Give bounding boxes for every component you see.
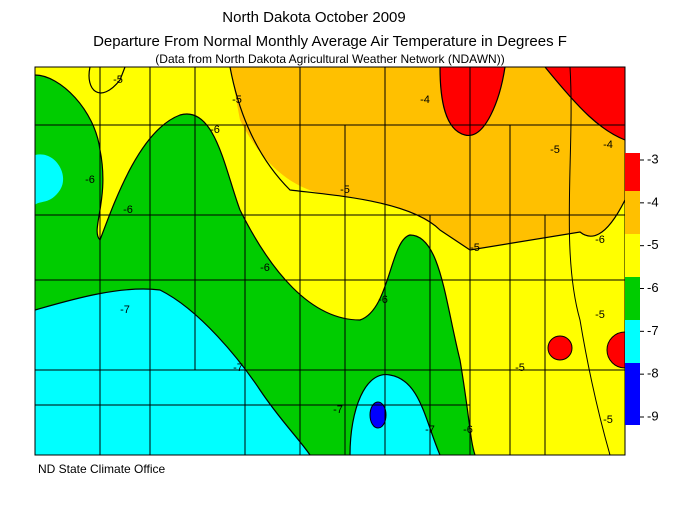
contour-label: -5 xyxy=(232,94,242,106)
contour-label: -5 xyxy=(515,362,525,374)
contour xyxy=(35,288,311,455)
legend-label: -6 xyxy=(647,280,659,295)
contour-label: -5 xyxy=(113,74,123,86)
legend-band xyxy=(625,320,640,363)
zone-minus-6 xyxy=(35,75,475,455)
zone-minus-8 xyxy=(369,401,387,429)
legend-band xyxy=(625,234,640,277)
legend-band xyxy=(625,153,640,191)
subtitle: Departure From Normal Monthly Average Ai… xyxy=(93,33,567,50)
contour-label: -5 xyxy=(603,414,613,426)
legend xyxy=(625,153,640,425)
contour-label: -6 xyxy=(595,234,605,246)
legend-label: -4 xyxy=(647,194,659,209)
zone-minus-3 xyxy=(606,331,625,369)
contour-label: -7 xyxy=(333,404,343,416)
legend-label: -9 xyxy=(647,408,659,423)
contour xyxy=(544,67,625,141)
contour-label: -6 xyxy=(378,294,388,306)
contour xyxy=(439,67,506,136)
zone-minus-3 xyxy=(547,335,573,361)
contour xyxy=(229,67,625,251)
title: North Dakota October 2009 xyxy=(222,9,405,26)
legend-band xyxy=(625,277,640,320)
contour-label: -5 xyxy=(340,184,350,196)
contour xyxy=(349,374,441,455)
contour-label: -4 xyxy=(603,139,613,151)
contour-label: -6 xyxy=(210,124,220,136)
contour-label: -5 xyxy=(550,144,560,156)
legend-label: -5 xyxy=(647,237,659,252)
zone-minus-7 xyxy=(35,154,64,205)
legend-label: -3 xyxy=(647,151,659,166)
legend-band xyxy=(625,191,640,234)
county-lines xyxy=(35,67,625,455)
source: (Data from North Dakota Agricultural Wea… xyxy=(155,52,504,66)
zone-minus-7 xyxy=(35,289,310,455)
zone-minus-7 xyxy=(350,374,440,455)
contour xyxy=(88,67,126,94)
contour-label: -7 xyxy=(120,304,130,316)
zone-minus-4 xyxy=(230,67,625,250)
contour-label: -6 xyxy=(260,262,270,274)
contour-label: -6 xyxy=(85,174,95,186)
contour-label: -5 xyxy=(595,309,605,321)
legend-label: -7 xyxy=(647,323,659,338)
contour-label: -6 xyxy=(123,204,133,216)
legend-label: -8 xyxy=(647,366,659,381)
legend-band xyxy=(625,363,640,425)
contour-label: -7 xyxy=(233,362,243,374)
contour-label: -5 xyxy=(470,242,480,254)
contour-label: -4 xyxy=(420,94,430,106)
zone-minus-3 xyxy=(545,67,625,140)
footer: ND State Climate Office xyxy=(38,462,165,476)
contour xyxy=(35,74,476,455)
map xyxy=(34,66,626,456)
contour-label: -6 xyxy=(463,424,473,436)
contour-label: -7 xyxy=(425,424,435,436)
